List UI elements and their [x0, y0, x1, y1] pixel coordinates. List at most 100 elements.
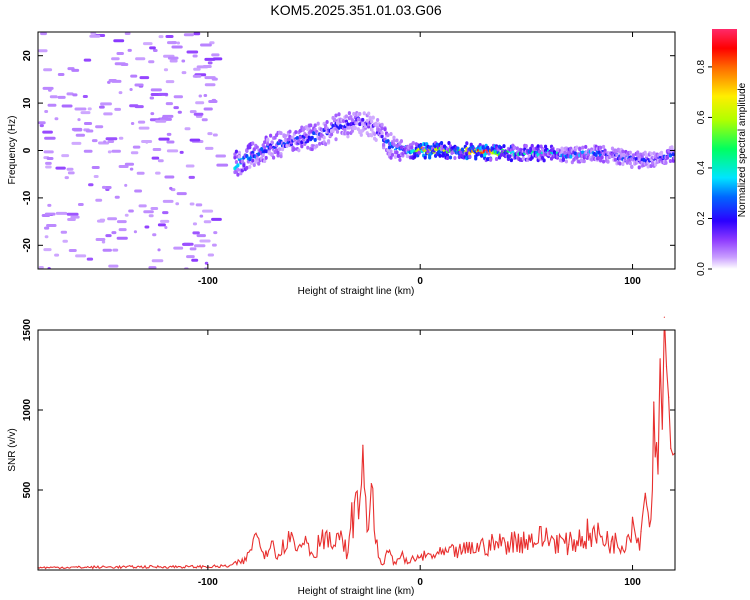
- spectrogram-cell: [44, 212, 56, 216]
- spectrogram-cell: [107, 217, 118, 221]
- spectrogram-cell: [318, 136, 322, 141]
- spectrogram-cell: [283, 133, 288, 138]
- spectrogram-cell: [622, 153, 626, 158]
- spectrogram-cell: [55, 166, 66, 170]
- snr-point: [413, 558, 415, 560]
- spectrogram-cell: [62, 239, 68, 243]
- spectrogram-cell: [325, 119, 329, 124]
- spectrogram-cell: [118, 91, 123, 95]
- spectrogram-cell: [192, 54, 198, 58]
- spectrogram-cell: [166, 149, 179, 153]
- spectrogram-cell: [99, 105, 105, 109]
- snr-point: [640, 531, 642, 533]
- spectrogram-cell: [417, 150, 421, 155]
- spectrogram-cell: [468, 154, 472, 159]
- spectrogram-cell: [359, 132, 363, 137]
- spectrogram-cell: [176, 41, 181, 45]
- spectrogram-cell: [208, 99, 218, 103]
- snr-point: [270, 540, 273, 542]
- spectrogram-cell: [260, 147, 264, 152]
- spectrogram-cell: [38, 121, 46, 125]
- colorbar-ticks: 0.0 0.2 0.4 0.6 0.8: [696, 60, 712, 276]
- spectrogram-cell: [169, 59, 178, 63]
- snr-point: [245, 559, 247, 562]
- spectrogram-cell: [261, 153, 265, 158]
- spectrogram-cell: [108, 264, 119, 268]
- snr-point: [338, 539, 341, 541]
- spectrogram-cell: [233, 155, 237, 160]
- spectrogram-cell: [83, 58, 92, 62]
- snr-series-line: [38, 330, 675, 570]
- spectrogram-cell: [42, 130, 53, 134]
- spectrogram-cell: [628, 150, 632, 155]
- spectrogram-cell: [564, 159, 568, 164]
- spectrogram-cell: [237, 150, 242, 155]
- spectrogram-cell: [294, 130, 298, 135]
- spectrogram-cell: [659, 150, 664, 155]
- snr-point: [661, 428, 663, 430]
- spectrogram-cell: [47, 103, 57, 107]
- spectrogram-cell: [600, 155, 604, 160]
- spectrogram-cell: [83, 121, 93, 125]
- spectrogram-cell: [68, 248, 77, 252]
- snr-point: [504, 542, 506, 544]
- spectrogram-cell: [370, 119, 374, 124]
- spectrogram-cell: [207, 132, 213, 136]
- spectrogram-cell: [211, 77, 218, 81]
- spectrogram-cell: [101, 240, 106, 244]
- snr-point: [313, 556, 315, 558]
- spectrogram-cell: [318, 141, 322, 146]
- spectrogram-x-ticks: -100 0 100: [198, 32, 641, 287]
- spectrogram-cell: [202, 64, 212, 68]
- snr-point: [631, 516, 634, 518]
- spectrogram-cell: [380, 122, 384, 127]
- spectrogram-cell: [105, 234, 112, 238]
- spectrogram-cell: [164, 175, 175, 179]
- spectrogram-cell: [263, 140, 267, 145]
- snr-point: [419, 556, 421, 558]
- spectrogram-cell: [362, 111, 366, 116]
- spectrogram-cell: [337, 112, 341, 117]
- spectrogram-cell: [453, 155, 457, 160]
- spectrogram-cell: [90, 32, 97, 35]
- spectrogram-cell: [136, 171, 145, 175]
- spectrogram-cell: [139, 76, 150, 80]
- spectrogram-cell: [185, 164, 195, 168]
- snr-point: [362, 444, 364, 446]
- spectrogram-cell: [349, 115, 353, 120]
- spectrogram-cell: [181, 59, 186, 63]
- spectrogram-cell: [601, 159, 606, 164]
- snr-point: [648, 526, 651, 528]
- spectrogram-cell: [410, 145, 414, 150]
- spectrogram-cell: [209, 41, 215, 45]
- spectrogram-cell: [649, 151, 653, 156]
- spectrogram-cell: [341, 119, 346, 124]
- spectrogram-cell: [630, 164, 634, 169]
- snr-point: [394, 561, 396, 563]
- spectrogram-cell: [113, 39, 125, 43]
- spectrogram-cell: [395, 138, 399, 143]
- spectrogram-cell: [199, 214, 204, 218]
- spectrogram-cell: [87, 107, 92, 111]
- spectrogram-cell: [124, 183, 128, 187]
- spectrogram-cell: [613, 157, 618, 162]
- snr-point: [387, 551, 389, 554]
- spectrogram-cell: [71, 141, 82, 145]
- spectrogram-cell: [162, 199, 174, 203]
- spectrogram-cell: [43, 226, 50, 230]
- spectrogram-cell: [346, 131, 350, 136]
- spectrogram-cell: [645, 153, 649, 158]
- spectrogram-cell: [195, 203, 203, 207]
- spectrogram-cell: [144, 225, 150, 229]
- spectrogram-cell: [575, 145, 579, 150]
- spectrogram-cell: [176, 192, 187, 196]
- spectrogram-cell: [236, 167, 240, 172]
- spectrogram-cell: [353, 125, 357, 130]
- spectrogram-cell: [165, 80, 175, 84]
- spectrogram-cell: [543, 144, 548, 149]
- spectrogram-cell: [173, 246, 184, 250]
- spectrogram-cell: [130, 74, 138, 78]
- spectrogram-cell: [103, 140, 107, 144]
- spectrogram-cell: [346, 134, 350, 139]
